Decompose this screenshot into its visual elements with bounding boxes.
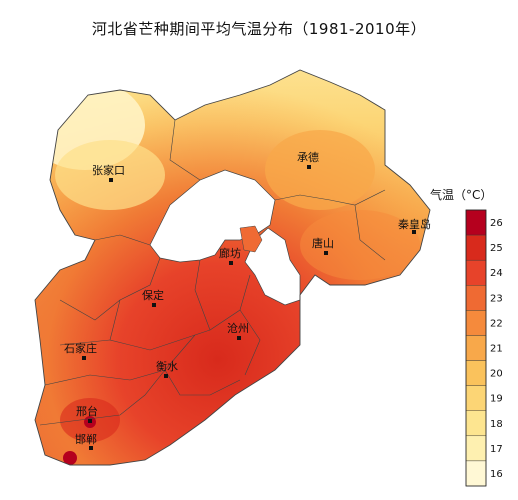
city-marker-zhangjiakou <box>109 178 113 182</box>
legend-tick-label: 21 <box>490 344 503 355</box>
city-marker-shijiazhuang <box>82 356 86 360</box>
legend-swatch <box>465 410 487 437</box>
legend-swatch <box>465 385 487 411</box>
city-label-hengshui: 衡水 <box>156 360 178 373</box>
city-marker-cangzhou <box>237 336 241 340</box>
legend-tick-label: 23 <box>490 293 503 304</box>
legend-swatch <box>465 335 487 361</box>
langfang-patch <box>239 225 263 253</box>
city-marker-qinhuangdao <box>412 230 416 234</box>
legend-swatch <box>465 259 487 286</box>
legend-swatch <box>465 209 487 236</box>
city-marker-langfang <box>229 261 233 265</box>
legend-swatch <box>465 360 487 386</box>
legend-tick-label: 18 <box>490 419 503 430</box>
city-label-xingtai: 邢台 <box>76 404 98 418</box>
legend-swatch <box>465 310 487 336</box>
legend-frame <box>465 209 487 487</box>
city-label-chengde: 承德 <box>297 150 319 164</box>
legend-title: 气温（°C） <box>430 188 493 202</box>
city-label-zhangjiakou: 张家口 <box>92 163 125 177</box>
city-marker-hengshui <box>164 374 168 378</box>
legend-swatch <box>465 435 487 462</box>
legend-tick-label: 17 <box>490 444 503 455</box>
city-label-qinhuangdao: 秦皇岛 <box>398 217 431 231</box>
legend-tick-label: 26 <box>490 218 503 229</box>
legend-tick-label: 24 <box>490 268 503 279</box>
legend-tick-label: 19 <box>490 394 503 405</box>
legend-swatch <box>465 285 487 311</box>
legend-tick-label: 25 <box>490 243 503 254</box>
city-boundaries <box>39 119 386 426</box>
legend-swatch <box>465 234 487 261</box>
city-marker-xingtai <box>88 419 92 423</box>
legend-colorbar: 26 25 24 23 22 21 20 19 18 17 16 <box>465 209 503 487</box>
legend-tick-label: 22 <box>490 318 503 329</box>
city-marker-baoding <box>152 303 156 307</box>
city-marker-handan <box>89 446 93 450</box>
city-label-cangzhou: 沧州 <box>227 321 249 335</box>
city-label-shijiazhuang: 石家庄 <box>64 341 97 355</box>
city-label-handan: 邯郸 <box>75 432 97 446</box>
legend-swatch <box>465 460 487 487</box>
city-label-langfang: 廊坊 <box>219 246 241 260</box>
map-title: 河北省芒种期间平均气温分布（1981-2010年） <box>91 20 427 38</box>
legend-tick-label: 20 <box>490 369 503 380</box>
city-marker-chengde <box>307 165 311 169</box>
city-label-tangshan: 唐山 <box>312 236 334 250</box>
legend-tick-label: 16 <box>490 469 503 480</box>
city-markers: 张家口 承德 秦皇岛 唐山 廊坊 保定 沧州 石家庄 衡水 邢台 邯郸 <box>64 150 431 450</box>
city-label-baoding: 保定 <box>142 288 164 302</box>
city-marker-tangshan <box>324 251 328 255</box>
